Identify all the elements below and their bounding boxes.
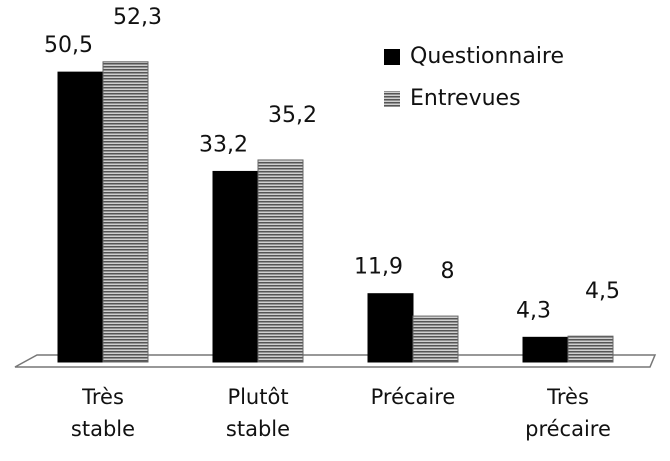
bar	[367, 293, 414, 363]
x-tick-label: Plutôt stable	[225, 385, 291, 441]
bar	[102, 61, 149, 363]
legend-label: Questionnaire	[410, 44, 564, 69]
value-label: 8	[441, 259, 455, 284]
bar	[57, 71, 104, 363]
value-label: 52,3	[113, 5, 162, 30]
value-label: 33,2	[199, 132, 248, 157]
value-label: 4,5	[585, 279, 620, 304]
legend-swatch	[384, 49, 400, 65]
bar	[412, 315, 459, 363]
x-tick-label: Précaire	[370, 385, 456, 409]
bar	[212, 170, 259, 363]
x-tick-label: Très précaire	[525, 385, 611, 441]
value-label: 35,2	[268, 103, 317, 128]
value-label: 4,3	[516, 298, 551, 323]
x-tick-label: Très stable	[70, 385, 136, 441]
legend-swatch	[384, 91, 400, 107]
bar	[257, 159, 304, 363]
legend-label: Entrevues	[410, 86, 521, 111]
floor	[14, 354, 657, 368]
bar	[567, 335, 614, 363]
value-label: 11,9	[354, 255, 403, 280]
bar	[522, 336, 569, 363]
value-label: 50,5	[44, 33, 93, 58]
